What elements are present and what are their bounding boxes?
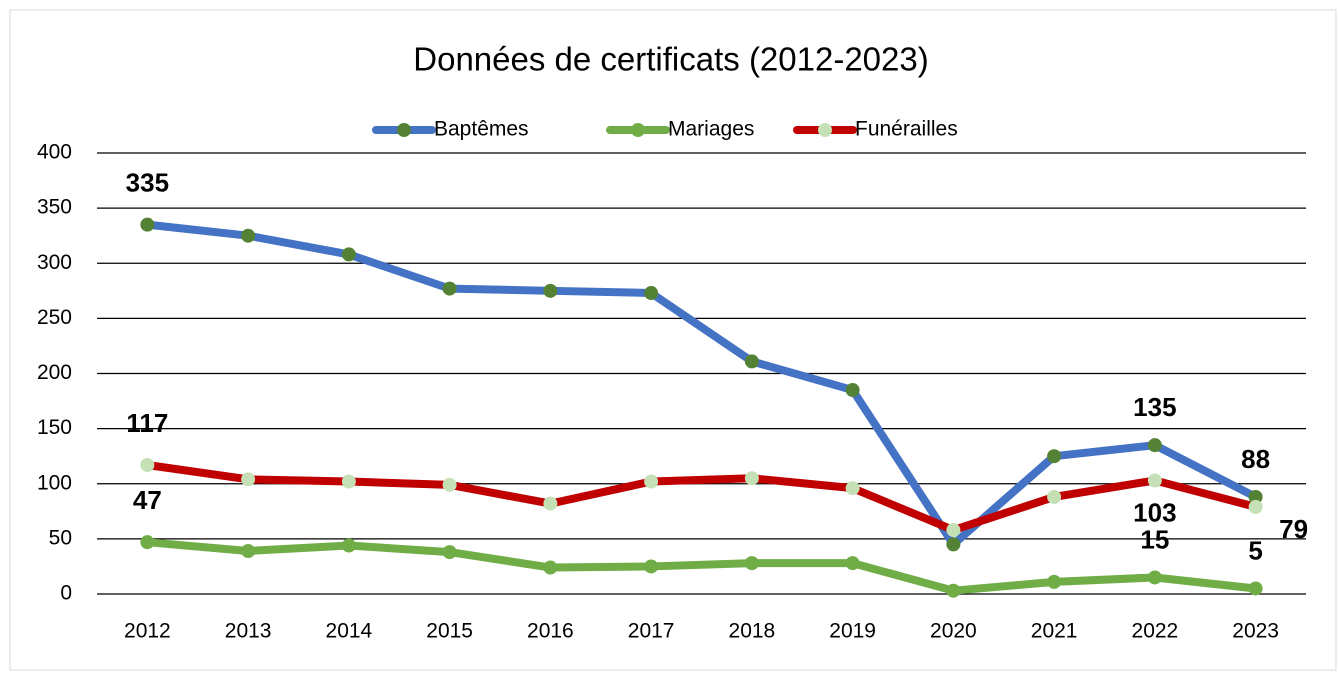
x-tick-label: 2018 [729, 620, 776, 643]
point-marker [644, 559, 659, 574]
data-label: 88 [1241, 444, 1270, 474]
x-tick-label: 2012 [124, 620, 171, 643]
point-marker [140, 458, 155, 473]
y-tick-label: 200 [37, 361, 72, 384]
legend-label: Baptêmes [434, 118, 529, 141]
point-marker [1248, 499, 1263, 514]
y-tick-label: 50 [49, 526, 72, 549]
point-marker [140, 217, 155, 232]
x-tick-label: 2023 [1232, 620, 1279, 643]
x-tick-label: 2021 [1031, 620, 1078, 643]
point-marker [946, 523, 961, 538]
x-tick-label: 2015 [426, 620, 473, 643]
point-marker [1147, 570, 1162, 585]
point-marker [442, 545, 457, 560]
point-marker [1047, 574, 1062, 589]
legend-marker [818, 123, 832, 137]
data-label: 15 [1140, 524, 1169, 554]
point-marker [341, 538, 356, 553]
x-tick-label: 2013 [225, 620, 272, 643]
y-tick-label: 150 [37, 416, 72, 439]
data-label: 117 [126, 408, 168, 438]
point-marker [644, 474, 659, 489]
data-label: 103 [1133, 497, 1176, 527]
point-marker [341, 474, 356, 489]
series-line [147, 538, 1257, 595]
y-tick-label: 100 [37, 471, 72, 494]
point-marker [442, 477, 457, 492]
y-tick-label: 250 [37, 306, 72, 329]
point-marker [946, 537, 961, 552]
y-tick-label: 300 [37, 251, 72, 274]
series-line [146, 461, 1257, 535]
point-marker [442, 281, 457, 296]
series-line [146, 220, 1258, 549]
x-tick-label: 2016 [527, 620, 574, 643]
data-label: 135 [1133, 392, 1176, 422]
data-label: 79 [1279, 514, 1308, 544]
x-tick-label: 2017 [628, 620, 675, 643]
legend-label: Funérailles [855, 118, 958, 141]
data-label: 47 [133, 485, 162, 515]
x-tick-label: 2014 [326, 620, 373, 643]
point-marker [341, 247, 356, 262]
point-marker [644, 286, 659, 301]
point-marker [845, 481, 860, 496]
point-marker [543, 283, 558, 298]
point-marker [946, 583, 961, 598]
point-marker [845, 383, 860, 398]
point-marker [543, 496, 558, 511]
point-marker [241, 544, 256, 559]
point-marker [845, 556, 860, 571]
legend-marker [397, 123, 411, 137]
x-tick-label: 2019 [829, 620, 876, 643]
point-marker [1047, 489, 1062, 504]
chart-border [9, 9, 1337, 671]
data-label: 5 [1248, 535, 1262, 565]
point-marker [744, 556, 759, 571]
point-marker [241, 472, 256, 487]
y-tick-label: 400 [37, 141, 72, 164]
point-marker [744, 354, 759, 369]
legend-label: Mariages [668, 118, 754, 141]
point-marker [1147, 473, 1162, 488]
point-marker [1047, 449, 1062, 464]
point-marker [744, 471, 759, 486]
point-marker [1147, 438, 1162, 453]
legend-marker [631, 123, 645, 137]
point-marker [1248, 489, 1263, 504]
data-label: 335 [126, 168, 169, 198]
x-tick-label: 2020 [930, 620, 977, 643]
chart-title: Données de certificats (2012-2023) [413, 41, 928, 78]
point-marker [1248, 581, 1263, 596]
y-tick-label: 350 [37, 196, 72, 219]
point-marker [140, 535, 155, 550]
x-tick-label: 2022 [1132, 620, 1179, 643]
point-marker [543, 560, 558, 575]
y-tick-label: 0 [60, 582, 72, 605]
point-marker [241, 228, 256, 243]
